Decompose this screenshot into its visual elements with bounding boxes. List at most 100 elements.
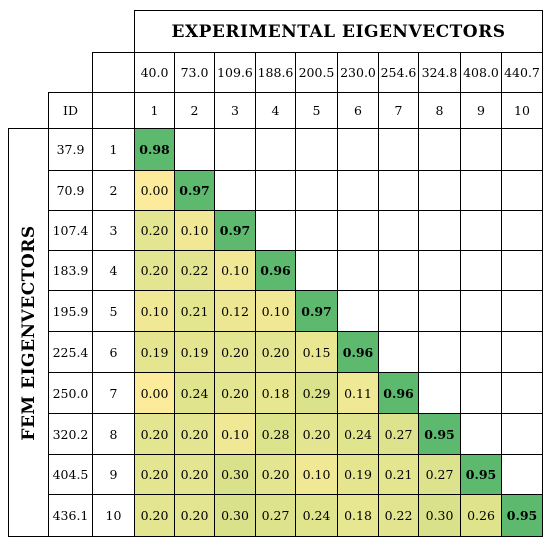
empty-cell (255, 128, 296, 171)
fem-id: 9 (92, 454, 135, 495)
mac-cell: 0.20 (134, 250, 175, 291)
empty-cell (214, 128, 256, 171)
exp-frequency: 73.0 (174, 52, 215, 93)
exp-id: 1 (134, 92, 175, 129)
empty-cell (255, 210, 296, 251)
empty-cell (337, 210, 379, 251)
empty-cell (501, 454, 543, 495)
mac-cell: 0.12 (214, 290, 256, 332)
fem-frequency: 195.9 (48, 290, 93, 332)
mac-cell: 0.27 (378, 413, 419, 455)
fem-id: 2 (92, 170, 135, 211)
fem-frequency: 37.9 (48, 128, 93, 171)
fem-frequency: 183.9 (48, 250, 93, 291)
exp-id: 10 (501, 92, 543, 129)
mac-cell: 0.00 (134, 372, 175, 414)
empty-cell (214, 170, 256, 211)
empty-cell (501, 413, 543, 455)
mac-cell: 0.20 (214, 331, 256, 373)
mac-cell: 0.10 (214, 413, 256, 455)
mac-diagonal-cell: 0.96 (255, 250, 296, 291)
empty-cell (460, 290, 502, 332)
exp-id: 5 (295, 92, 338, 129)
empty-cell (418, 250, 461, 291)
empty-cell (418, 331, 461, 373)
mac-cell: 0.22 (378, 494, 419, 537)
empty-cell (174, 128, 215, 171)
mac-cell: 0.24 (174, 372, 215, 414)
empty-cell (501, 372, 543, 414)
exp-frequency: 408.0 (460, 52, 502, 93)
empty-cell (418, 210, 461, 251)
empty-cell (501, 290, 543, 332)
exp-id: 6 (337, 92, 379, 129)
experimental-title: EXPERIMENTAL EIGENVECTORS (171, 21, 506, 42)
fem-id: 8 (92, 413, 135, 455)
empty-cell (378, 331, 419, 373)
mac-diagonal-cell: 0.97 (174, 170, 215, 211)
fem-id: 4 (92, 250, 135, 291)
mac-cell: 0.20 (174, 413, 215, 455)
fem-id: 1 (92, 128, 135, 171)
empty-cell (295, 250, 338, 291)
mac-cell: 0.30 (214, 454, 256, 495)
mac-cell: 0.24 (337, 413, 379, 455)
empty-cell (460, 170, 502, 211)
empty-cell (460, 413, 502, 455)
empty-cell (501, 250, 543, 291)
fem-id: 10 (92, 494, 135, 537)
empty-cell (378, 250, 419, 291)
mac-cell: 0.20 (255, 331, 296, 373)
empty-cell (460, 128, 502, 171)
exp-id: 8 (418, 92, 461, 129)
exp-frequency: 109.6 (214, 52, 256, 93)
mac-cell: 0.30 (418, 494, 461, 537)
fem-frequency: 250.0 (48, 372, 93, 414)
fem-id: 3 (92, 210, 135, 251)
mac-cell: 0.20 (134, 413, 175, 455)
mac-diagonal-cell: 0.95 (460, 454, 502, 495)
mac-cell: 0.26 (460, 494, 502, 537)
empty-cell (460, 331, 502, 373)
empty-cell (337, 128, 379, 171)
mac-cell: 0.11 (337, 372, 379, 414)
empty-cell (337, 170, 379, 211)
mac-diagonal-cell: 0.95 (501, 494, 543, 537)
empty-cell (501, 210, 543, 251)
empty-cell (295, 128, 338, 171)
mac-cell: 0.20 (255, 454, 296, 495)
exp-frequency: 200.5 (295, 52, 338, 93)
empty-cell (418, 372, 461, 414)
mac-cell: 0.19 (337, 454, 379, 495)
mac-cell: 0.29 (295, 372, 338, 414)
empty-cell (378, 170, 419, 211)
fem-frequency: 404.5 (48, 454, 93, 495)
mac-cell: 0.20 (174, 494, 215, 537)
fem-frequency: 225.4 (48, 331, 93, 373)
mac-cell: 0.20 (134, 210, 175, 251)
mac-cell: 0.10 (214, 250, 256, 291)
mac-cell: 0.20 (134, 494, 175, 537)
experimental-title-box: EXPERIMENTAL EIGENVECTORS (134, 10, 543, 53)
empty-cell (337, 290, 379, 332)
mac-cell: 0.18 (337, 494, 379, 537)
exp-id: 2 (174, 92, 215, 129)
fem-id: 5 (92, 290, 135, 332)
mac-cell: 0.24 (295, 494, 338, 537)
exp-id: 3 (214, 92, 256, 129)
id-header-label: ID (48, 92, 93, 129)
fem-frequency: 436.1 (48, 494, 93, 537)
empty-cell (501, 170, 543, 211)
mac-cell: 0.22 (174, 250, 215, 291)
mac-cell: 0.10 (134, 290, 175, 332)
fem-title-box: FEM EIGENVECTORS (8, 128, 49, 537)
mac-cell: 0.27 (418, 454, 461, 495)
empty-cell (501, 128, 543, 171)
empty-cell (418, 170, 461, 211)
empty-cell (295, 210, 338, 251)
mac-diagonal-cell: 0.95 (418, 413, 461, 455)
mac-cell: 0.20 (174, 454, 215, 495)
mac-cell: 0.19 (134, 331, 175, 373)
mac-diagonal-cell: 0.96 (337, 331, 379, 373)
mac-cell: 0.20 (134, 454, 175, 495)
